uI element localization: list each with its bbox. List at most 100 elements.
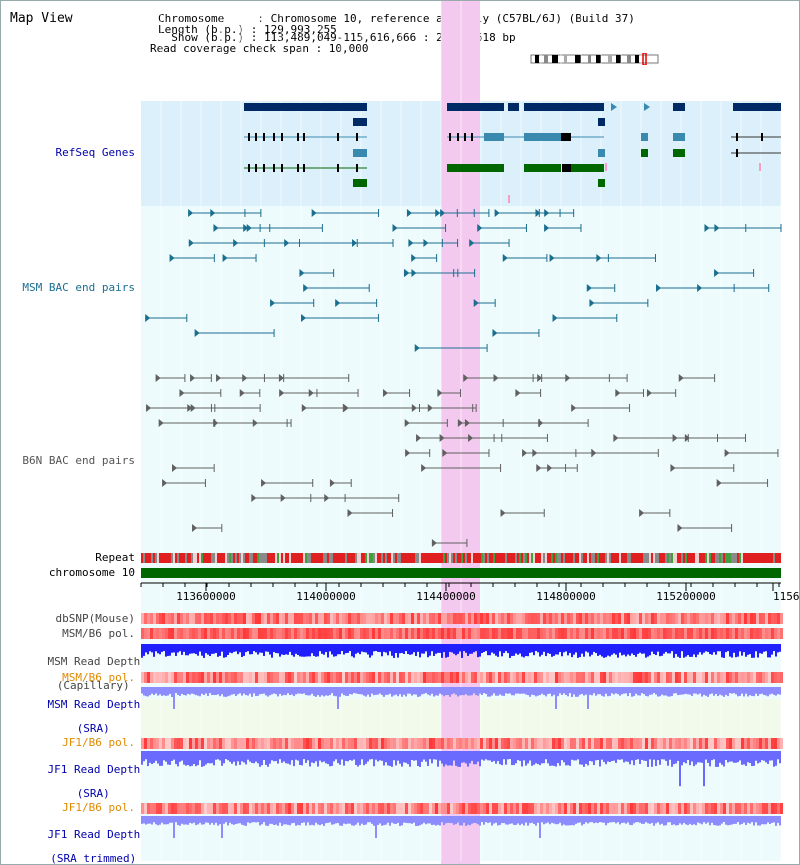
jf1-depth-trimmed-bar	[477, 816, 479, 825]
msm-depth-capillary-bar	[413, 644, 415, 653]
msm-depth-capillary-bar	[749, 644, 751, 655]
msm-depth-sra-bar	[301, 687, 303, 694]
repeat-segment	[335, 553, 337, 563]
jf1-depth-sra-bar	[309, 751, 311, 767]
jf1-depth-sra-bar	[181, 751, 183, 761]
b6n-bac-end	[405, 449, 411, 457]
jf1-pol-band	[720, 738, 723, 749]
dbsnp-band	[507, 613, 510, 624]
msm-depth-capillary-bar	[585, 644, 587, 652]
refseq-genes-label[interactable]: RefSeq Genes	[55, 146, 135, 159]
dbsnp-band	[678, 613, 681, 624]
jf1-pol-trimmed-band	[717, 803, 720, 814]
msm-pol-band	[375, 628, 378, 639]
jf1-depth-trimmed-bar	[373, 816, 375, 826]
jf1-pol-band	[360, 738, 363, 749]
repeat-segment	[465, 553, 467, 563]
jf1-depth-trimmed-bar	[369, 816, 371, 823]
msm-depth-sra-bar	[145, 687, 147, 697]
jf1-depth-trimmed-bar	[641, 816, 643, 824]
msm-depth-sra-bar	[585, 687, 587, 695]
repeat-segment	[431, 553, 433, 563]
b6n-bac-end	[646, 389, 652, 397]
repeat-segment	[679, 553, 681, 563]
dbsnp-band	[693, 613, 696, 624]
jf1-depth-trimmed-bar	[237, 816, 239, 824]
repeat-segment	[233, 553, 235, 563]
msm-depth-sra-bar	[299, 687, 301, 694]
msm-depth-capillary-bar	[243, 644, 245, 656]
msm-depth-sra-bar	[637, 687, 639, 696]
b6n-bac-end	[192, 524, 198, 532]
msm-depth-capillary-bar	[635, 644, 637, 657]
repeat-segment	[633, 553, 635, 563]
msm-pol-sra-band	[453, 672, 456, 683]
jf1-pol-trimmed-band	[303, 803, 306, 814]
dbsnp-band	[417, 613, 420, 624]
repeat-segment	[361, 553, 363, 563]
msm-depth-capillary-bar	[405, 644, 407, 652]
jf1-pol-trimmed-band	[537, 803, 540, 814]
jf1-pol-band	[741, 738, 744, 749]
msm-pol-band	[174, 628, 177, 639]
jf1-depth-sra-bar	[245, 751, 247, 765]
msm-pol-sra-band	[288, 672, 291, 683]
jf1-depth-sra-bar	[371, 751, 373, 760]
jf1-depth-sra-bar	[725, 751, 727, 760]
jf1-pol-band	[747, 738, 750, 749]
dbsnp-band	[705, 613, 708, 624]
jf1-depth-sra-bar	[385, 751, 387, 763]
jf1-depth-sra-bar	[311, 751, 313, 763]
axis-tick-label: 1156	[773, 590, 800, 603]
jf1-depth-sra-bar	[405, 751, 407, 763]
msm-depth-capillary-bar	[495, 644, 497, 656]
dbsnp-label: dbSNP(Mouse)	[55, 612, 135, 625]
jf1-pol-band	[690, 738, 693, 749]
jf1-depth-sra-bar	[685, 751, 687, 764]
dbsnp-band	[306, 613, 309, 624]
msm-bac-end	[423, 239, 429, 247]
dbsnp-band	[774, 613, 777, 624]
jf1-depth-sra-bar	[407, 751, 409, 765]
jf1-depth-sra-bar	[585, 751, 587, 764]
b6n-bac-label[interactable]: B6N BAC end pairs	[22, 454, 135, 467]
chromosome-ideogram[interactable]	[530, 53, 660, 65]
jf1-depth-trimmed-bar	[335, 816, 337, 824]
msm-pol-band	[561, 628, 564, 639]
dbsnp-band	[327, 613, 330, 624]
jf1-depth-sra-bar	[393, 751, 395, 761]
msm-depth-sra-bar	[615, 687, 617, 694]
repeat-segment	[281, 553, 283, 563]
jf1-depth-trimmed-bar	[659, 816, 661, 825]
dbsnp-band	[270, 613, 273, 624]
repeat-segment	[193, 553, 195, 563]
jf1-pol-band	[468, 738, 471, 749]
msm-depth-capillary-bar	[601, 644, 603, 657]
msm-depth-capillary-bar	[515, 644, 517, 654]
msm-pol-band	[720, 628, 723, 639]
jf1-pol-trimmed-band	[531, 803, 534, 814]
jf1-pol-trimmed-band	[558, 803, 561, 814]
jf1-depth-trimmed-bar	[573, 816, 575, 826]
msm-pol-band	[414, 628, 417, 639]
jf1-depth-sra-bar	[775, 751, 777, 766]
msm-depth-capillary-bar	[683, 644, 685, 658]
msm-bac-label[interactable]: MSM BAC end pairs	[22, 281, 135, 294]
msm-depth-capillary-bar	[313, 644, 315, 656]
jf1-pol-band	[249, 738, 252, 749]
jf1-pol-trimmed-band	[447, 803, 450, 814]
msm-depth-capillary-bar	[335, 644, 337, 657]
msm-depth-sra-bar	[383, 687, 385, 697]
msm-depth-capillary-bar	[169, 644, 171, 656]
msm-pol-band	[141, 628, 144, 639]
msm-depth-sra-bar	[179, 687, 181, 696]
jf1-pol-band	[588, 738, 591, 749]
msm-depth-sra-bar	[545, 687, 547, 697]
jf1-depth-sra-bar	[221, 751, 223, 766]
jf1-depth-trimmed-bar	[503, 816, 505, 824]
msm-pol-sra-band	[555, 672, 558, 683]
msm-pol-band	[651, 628, 654, 639]
jf1-depth-trimmed-bar	[183, 816, 185, 825]
msm-depth-sra-bar	[191, 687, 193, 694]
